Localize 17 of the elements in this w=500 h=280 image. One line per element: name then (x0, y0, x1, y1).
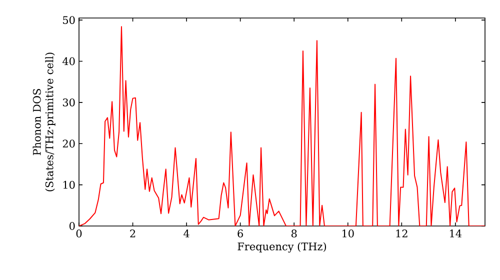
x-tick-label: 14 (450, 230, 462, 238)
y-tick-label: 10 (63, 180, 75, 189)
line-series (79, 26, 486, 226)
x-tick-label: 10 (342, 230, 354, 238)
y-tick-label: 30 (62, 98, 75, 106)
x-tick-label: 0 (76, 230, 82, 238)
x-tick-label: 4 (184, 230, 190, 238)
x-tick-label: 6 (238, 230, 243, 238)
y-tick-label: 40 (62, 57, 75, 66)
y-axis-title: Phonon DOS (States/THz·primitive cell) (32, 52, 56, 192)
x-tick-label: 12 (396, 230, 408, 238)
x-tick-label: 8 (291, 230, 297, 238)
x-tick-label: 2 (130, 230, 136, 238)
y-tick-label: 50 (63, 16, 75, 24)
y-tick-label: 20 (62, 140, 75, 148)
x-axis-title: Frequency (THz) (238, 242, 326, 253)
y-tick-label: 0 (70, 222, 75, 230)
